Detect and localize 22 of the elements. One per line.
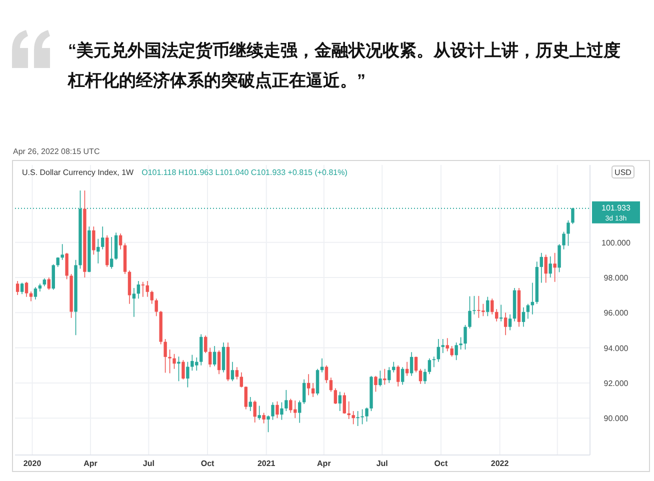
x-tick-label: Jul	[142, 459, 154, 468]
x-tick-label: Apr	[84, 459, 98, 468]
y-tick-label: 90.000	[604, 414, 629, 424]
annotation: O101.118 H101.963 L101.040 C101.933 +0.815 (+0.81%)	[142, 168, 348, 177]
x-tick-label: Oct	[200, 459, 215, 468]
x-tick-label: 2021	[257, 459, 276, 468]
ylabel: USD	[612, 166, 634, 178]
x-tick-label: Oct	[434, 459, 448, 468]
text: Apr 26, 2022 08:15 UTC	[13, 147, 100, 156]
x-tick-label: Jul	[376, 459, 388, 468]
y-axis-title: USD	[614, 168, 632, 177]
y-tick-label: 94.000	[604, 344, 629, 353]
chart-title: “美元兑外国法定货币继续走强，金融状况收紧。从设计上讲，历史上过度杠杆化的经济体系的突破点正在逼近。”	[68, 40, 622, 92]
chart-subtitle: U.S. Dollar Currency Index, 1W	[22, 168, 134, 177]
y-tick-label: 98.000	[604, 273, 629, 282]
y-tick-label: 100.000	[602, 238, 632, 248]
y-tick-label: 92.000	[604, 378, 629, 388]
x-tick-label: 2022	[490, 459, 510, 468]
x-tick-label: Apr	[317, 459, 331, 468]
ref-line-label: 101.933	[602, 203, 632, 212]
x-tick-label: 2020	[23, 459, 42, 468]
y-tick-label: 96.000	[604, 308, 629, 318]
